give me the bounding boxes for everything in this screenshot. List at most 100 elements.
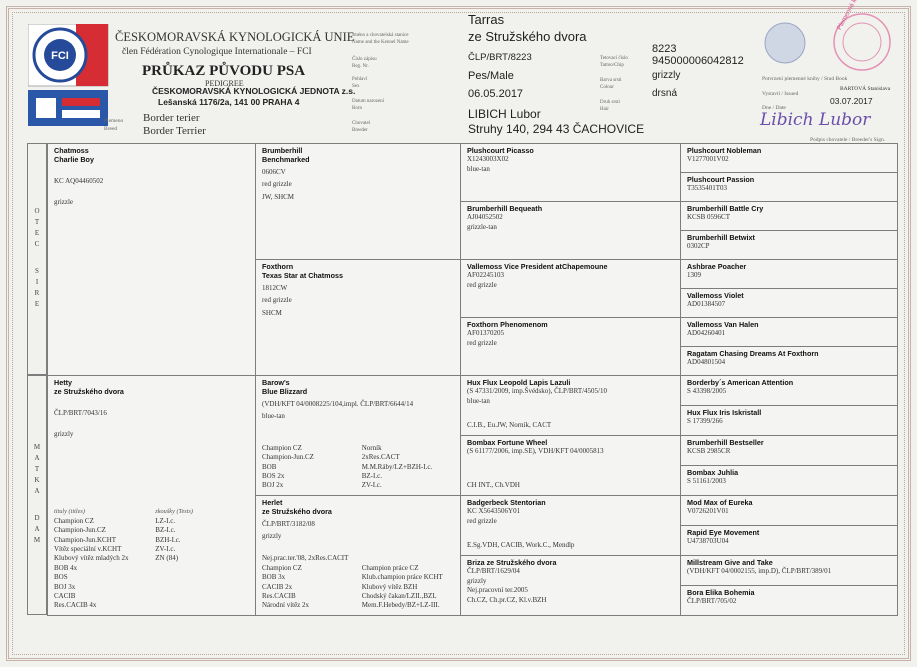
club-name: ČESKOMORAVSKÁ KYNOLOGICKÁ JEDNOTA z.s. [152,86,356,96]
ancestor-info: V0726201V01 [687,507,729,516]
ancestor-foot: CH INT., Ch.VDH [467,481,674,490]
ancestor-name: Hux Flux Leopold Lapis Lazuli [467,378,571,387]
ancestor-info: JW, SHCM [262,192,295,201]
title-entry: Res.CACIB 4x [54,601,97,610]
title-entry: Champion-Jun.KCHT [54,535,117,544]
ancestor-info: S 43398/2005 [687,387,727,396]
ancestor-info: grizzle-tan [467,222,497,231]
ancestor-cell: Plushcourt Nobleman V1277001V02 [680,143,898,173]
titles-header-row: tituly (titles) zkoušky (Tests) [54,507,249,516]
title-entry: Champion práce CZ [361,563,419,572]
ancestor-name: Badgerbeck Stentorian [467,498,546,507]
ancestor-cell: Ashbrae Poacher 1309 [680,259,898,289]
title-entry: Chodský čakan/LZII.,BZL [361,591,437,600]
ancestor-name: Herlet [262,498,283,507]
ancestor-info: S 51161/2003 [687,477,726,486]
title-entry: Champion CZ [262,563,302,572]
field-label: Name and the Kennel Name [352,40,409,45]
field-label: Jméno a chovatelská stanice [352,33,409,38]
ancestor-cell: Badgerbeck Stentorian KC X5643506Y01 red g… [460,495,681,556]
field-label: Sex [352,84,360,89]
field-label: Číslo zápisu [352,57,377,62]
ancestor-info: 1309 [687,271,701,280]
field-label: Plemeno [104,118,124,124]
ancestor-info: blue-tan [467,164,490,173]
ancestor-name: Bombax Fortune Wheel [467,438,548,447]
ancestor-info: 1812CW [262,283,288,292]
title-entry: Champion-Jun.CZ [54,526,106,535]
ancestor-name: ze Stružského dvora [54,387,124,397]
field-label: Colour [600,85,614,90]
ancestor-name: Texas Star at Chatmoss [262,271,343,281]
sex: Pes/Male [468,70,514,82]
title-entry: ZV-I.c. [361,481,382,490]
title-entry: ZN (84) [155,554,179,563]
ancestor-info: KC AQ04460502 [54,176,104,185]
field-label: Tetovací číslo [600,56,628,61]
ancestor-name: Millstream Give and Take [687,558,773,567]
ancestor-name: Brumberhill Bequeath [467,204,543,213]
ancestor-name: Bora Elika Bohemia [687,588,755,597]
title-entry: BOJ 2x [262,481,284,490]
ancestor-cell: Hux Flux Iris Iskristall S 17399/266 [680,405,898,436]
dog-kennel: ze Stružského dvora [468,29,587,44]
ancestor-name: Chatmoss [54,146,89,155]
title-entry: Champion CZ [262,443,302,452]
ancestor-info: S 17399/266 [687,417,723,426]
titles-column: LZ-I.c. BZ-I.c. BZH-I.c. ZV-I.c. ZN (84) [155,517,255,611]
field-label: Pohlaví [352,77,368,82]
org-name: ČESKOMORAVSKÁ KYNOLOGICKÁ UNIE [115,30,355,44]
ancestor-name: Ragatam Chasing Dreams At Foxthorn [687,349,819,358]
ancestor-cell: Plushcourt Passion T3535401T03 [680,172,898,202]
ancestor-info: KCSB 2985CR [687,447,731,456]
titles-block: Champion CZ Champion-Jun.CZ BOB BOS 2x BOJ 2… [262,444,454,491]
ancestor-name: Plushcourt Picasso [467,146,534,155]
titles-columns: Champion CZ Champion-Jun.CZ Champion-Jun.K… [54,517,249,611]
ancestor-name: Plushcourt Nobleman [687,146,762,155]
ancestor-info: Nej.pracovní ter.2005 [467,586,528,595]
doc-title: PRŮKAZ PŮVODU PSA [142,63,306,79]
side-label-box: OTEC SIRE [27,143,47,375]
breed: Border terier [143,112,200,124]
club-address: Lešanská 1176/2a, 141 00 PRAHA 4 [158,97,300,107]
title-entry: M.M.Ráby/LZ+BZH-I.c. [361,462,433,471]
ancestor-info: ČLP/BRT/7043/16 [54,408,107,417]
ancestor-name: Brumberhill Betwixt [687,233,755,242]
titles-columns: Champion CZ Champion-Jun.CZ BOB BOS 2x BOJ 2… [262,444,454,491]
stud-book-label: Potvrzení plemenné knihy / Stud Book [762,76,848,82]
ancestor-cell: Foxthorn Texas Star at Chatmoss 1812CW red … [255,259,461,376]
ancestor-info: red grizzle [262,296,292,305]
ancestor-name: Vallemoss Van Halen [687,320,759,329]
ancestor-cell: Bombax Fortune Wheel (S 61177/2006, imp.S… [460,435,681,496]
ancestor-info: AF02245103 [467,271,504,280]
ancestor-info: X1243003X02 [467,155,509,164]
org-member: člen Fédération Cynologique Internationa… [122,47,312,57]
ancestor-cell: Brumberhill Benchmarked 0606CV red grizzle J… [255,143,461,260]
title-entry: BOB 3x [262,573,286,582]
reg-number: ČLP/BRT/8223 [468,52,532,63]
ancestor-cell: Vallemoss Van Halen AD04260401 [680,317,898,347]
logo: FCI [28,24,109,126]
dog-name: Tarras [468,12,505,27]
ancestor-name: Foxthorn [262,262,294,271]
title-entry: BOJ 3x [54,582,76,591]
ancestor-titles: C.I.B., Eu.JW, Norník, CACT [467,421,552,430]
side-label-box: MATKA DAM [27,375,47,615]
stamp-ring [833,13,891,71]
field-label: Reg. Nr. [352,64,369,69]
titles-block: Nej.prac.ter.'08, 2xRes.CACIT Champion CZ… [262,554,454,610]
ancestor-name: Foxthorn Phenomenom [467,320,548,329]
signature: Libich Lubor [760,110,871,130]
ancestor-info: red grizzle [467,516,497,525]
field-label: Podpis chovatele / Breeder's Sign. [810,137,886,143]
ancestor-info: KCSB 0596CT [687,213,730,222]
ancestor-cell: Brumberhill Battle Cry KCSB 0596CT [680,201,898,231]
ancestor-foot: E.Sg.VDH, CACIB, Work.C., Mendlp [467,541,674,550]
side-label: SIRE [33,267,41,311]
ancestor-cell: Briza ze Stružského dvora ČLP/BRT/1629/04… [460,555,681,616]
ancestor-cell: Ragatam Chasing Dreams At Foxthorn AD0480… [680,346,898,376]
ancestor-name: Charlie Boy [54,155,94,165]
ancestor-cell: Brumberhill Bestseller KCSB 2985CR [680,435,898,466]
breeder-address: Struhy 140, 294 43 ČACHOVICE [468,122,645,136]
